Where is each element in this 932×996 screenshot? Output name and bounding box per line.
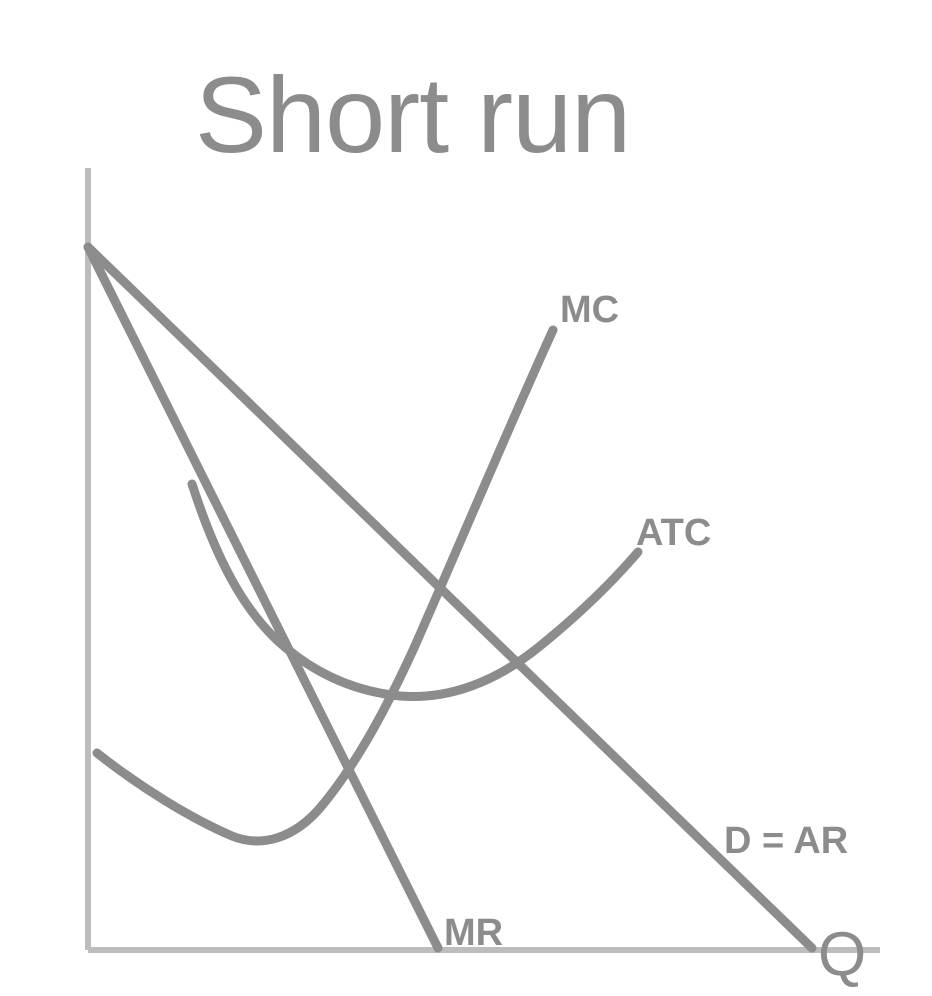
label-average-total-cost: ATC xyxy=(636,512,711,554)
curve-demand-average-revenue xyxy=(83,242,817,953)
label-demand-average-revenue: D = AR xyxy=(724,820,848,862)
label-marginal-cost: MC xyxy=(560,289,619,331)
curve-average-total-cost xyxy=(187,479,643,702)
axes-group xyxy=(85,168,880,953)
label-marginal-revenue: MR xyxy=(444,912,503,954)
curve-marginal-cost xyxy=(92,325,558,846)
curve-marginal-revenue xyxy=(83,242,443,953)
x-axis-label-quantity: Q xyxy=(818,920,866,989)
chart-title: Short run xyxy=(195,54,630,175)
